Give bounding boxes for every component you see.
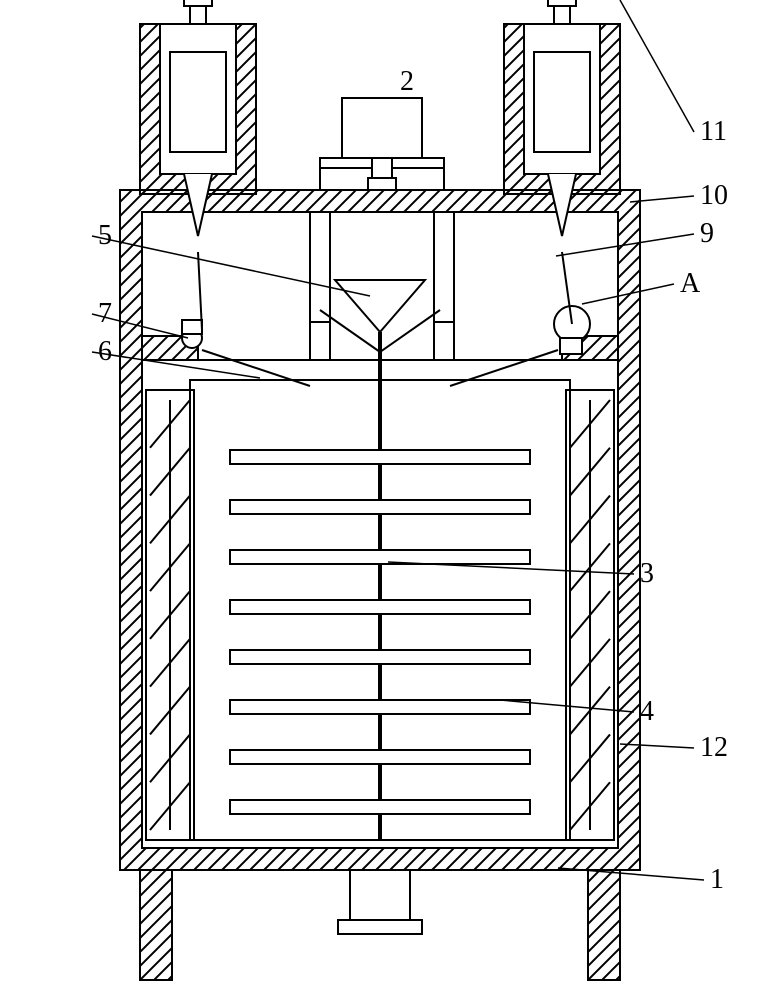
callout-3: 3 (640, 558, 654, 589)
callout-11: 11 (700, 116, 727, 147)
callout-12: 12 (700, 732, 728, 763)
callout-A: A (680, 268, 701, 299)
callout-7: 7 (98, 298, 112, 329)
callout-6: 6 (98, 336, 112, 367)
callout-10: 10 (700, 180, 728, 211)
technical-diagram: 12345679101112A (0, 0, 774, 1000)
callout-1: 1 (710, 864, 724, 895)
callout-5: 5 (98, 220, 112, 251)
callout-2: 2 (400, 66, 414, 97)
callout-9: 9 (700, 218, 714, 249)
callout-4: 4 (640, 696, 654, 727)
